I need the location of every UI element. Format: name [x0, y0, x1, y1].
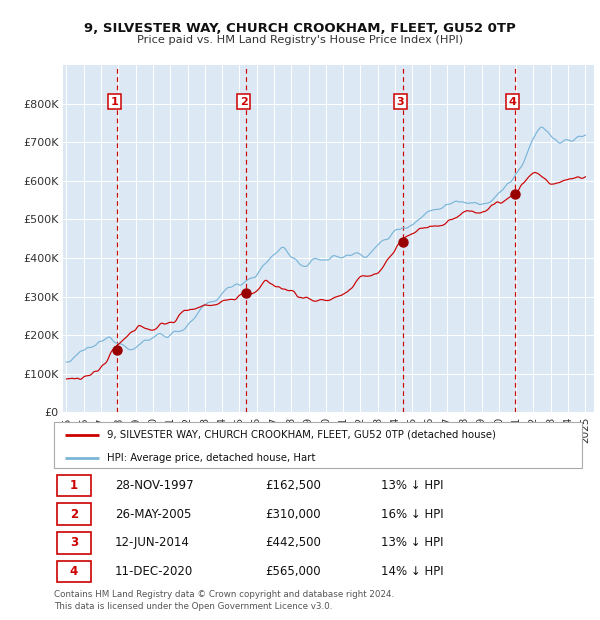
- Text: £162,500: £162,500: [265, 479, 321, 492]
- Text: HPI: Average price, detached house, Hart: HPI: Average price, detached house, Hart: [107, 453, 316, 463]
- Text: 3: 3: [70, 536, 78, 549]
- FancyBboxPatch shape: [54, 422, 582, 468]
- FancyBboxPatch shape: [56, 503, 91, 525]
- FancyBboxPatch shape: [56, 532, 91, 554]
- Text: 4: 4: [70, 565, 78, 578]
- Text: 14% ↓ HPI: 14% ↓ HPI: [382, 565, 444, 578]
- Text: 12-JUN-2014: 12-JUN-2014: [115, 536, 190, 549]
- Text: 13% ↓ HPI: 13% ↓ HPI: [382, 536, 444, 549]
- Text: £565,000: £565,000: [265, 565, 321, 578]
- Text: Price paid vs. HM Land Registry's House Price Index (HPI): Price paid vs. HM Land Registry's House …: [137, 35, 463, 45]
- Text: 2: 2: [240, 97, 248, 107]
- FancyBboxPatch shape: [56, 475, 91, 497]
- Text: 11-DEC-2020: 11-DEC-2020: [115, 565, 193, 578]
- Text: £442,500: £442,500: [265, 536, 321, 549]
- Text: 28-NOV-1997: 28-NOV-1997: [115, 479, 193, 492]
- Text: 9, SILVESTER WAY, CHURCH CROOKHAM, FLEET, GU52 0TP (detached house): 9, SILVESTER WAY, CHURCH CROOKHAM, FLEET…: [107, 430, 496, 440]
- Text: £310,000: £310,000: [265, 508, 321, 521]
- Text: 1: 1: [110, 97, 118, 107]
- Text: 2: 2: [70, 508, 78, 521]
- Text: 16% ↓ HPI: 16% ↓ HPI: [382, 508, 444, 521]
- Text: 3: 3: [397, 97, 404, 107]
- Text: 13% ↓ HPI: 13% ↓ HPI: [382, 479, 444, 492]
- Text: 26-MAY-2005: 26-MAY-2005: [115, 508, 191, 521]
- Text: 9, SILVESTER WAY, CHURCH CROOKHAM, FLEET, GU52 0TP: 9, SILVESTER WAY, CHURCH CROOKHAM, FLEET…: [84, 22, 516, 35]
- Text: 4: 4: [509, 97, 517, 107]
- Text: 1: 1: [70, 479, 78, 492]
- Text: Contains HM Land Registry data © Crown copyright and database right 2024.
This d: Contains HM Land Registry data © Crown c…: [54, 590, 394, 611]
- FancyBboxPatch shape: [56, 560, 91, 582]
